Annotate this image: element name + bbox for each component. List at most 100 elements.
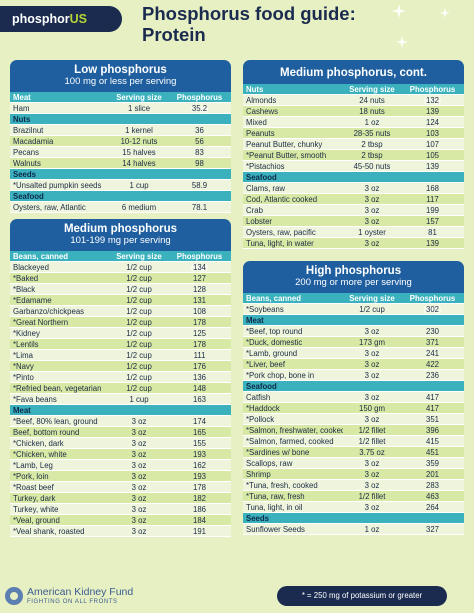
phosphorus-mg: 178 [192, 318, 206, 327]
table-row: Catfish 3 oz 417 [243, 392, 464, 403]
food-name: *Tuna, fresh, cooked [246, 481, 318, 490]
food-name: *Fava beans [13, 395, 57, 404]
serving-size: 14 halves [122, 159, 156, 168]
table-row: Turkey, dark 3 oz 182 [10, 493, 231, 504]
table-row: Beef, bottom round 3 oz 165 [10, 427, 231, 438]
title-line-2: Protein [142, 24, 206, 45]
food-name: *Lamb, Leg [13, 461, 53, 470]
food-name: *Veal shank, roasted [13, 527, 85, 536]
serving-size: 150 gm [358, 404, 385, 413]
column-header-row: Beans, canned Serving size Phosphorus (mg) [243, 293, 464, 314]
column-header: Phosphorus (mg) [176, 252, 223, 272]
serving-size: 1/2 fillet [358, 426, 386, 435]
table-row: *Navy 1/2 cup 176 [10, 361, 231, 372]
food-name: Oysters, raw, Atlantic [13, 203, 86, 212]
serving-size: 173 gm [358, 338, 385, 347]
table-row: *Lima 1/2 cup 111 [10, 350, 231, 361]
food-name: *Haddock [246, 404, 280, 413]
phosphorus-mg: 127 [192, 274, 206, 283]
food-name: *Lamb, ground [246, 349, 298, 358]
serving-size: 3 oz [364, 459, 380, 468]
column-header-row: Beans, canned Serving size Phosphorus (mg) [10, 251, 231, 272]
serving-size: 3 oz [364, 349, 380, 358]
serving-size: 3 oz [131, 472, 147, 481]
phosphorus-table: Medium phosphorus, cont. Nuts Serving size… [243, 60, 464, 249]
food-name: Blackeyed [13, 263, 49, 272]
table-row: Clams, raw 3 oz 168 [243, 183, 464, 194]
serving-size: 3 oz [131, 516, 147, 525]
serving-size: 1/2 fillet [358, 492, 386, 501]
org-name: American Kidney Fund [27, 586, 134, 598]
serving-size: 3 oz [364, 415, 380, 424]
food-name: Mixed [246, 118, 267, 127]
phosphorus-mg: 162 [192, 461, 206, 470]
serving-size: 1 cup [129, 395, 149, 404]
phosphorus-mg: 178 [192, 340, 206, 349]
serving-size: 1 kernel [125, 126, 153, 135]
serving-size: 3 oz [364, 239, 380, 248]
food-name: *Pork chop, bone in [246, 371, 315, 380]
table-row: Cashews 18 nuts 139 [243, 106, 464, 117]
column-header: Beans, canned [246, 294, 302, 303]
phosphorus-mg: 125 [192, 329, 206, 338]
akf-logo: American Kidney Fund FIGHTING ON ALL FRO… [5, 585, 145, 611]
phosphorus-mg: 168 [425, 184, 439, 193]
phosphorus-mg: 83 [195, 148, 204, 157]
page-header: phosphorUS Phosphorus food guide: Protei… [0, 0, 474, 56]
table-title: Medium phosphorus, cont. [280, 67, 427, 79]
serving-size: 1/2 cup [126, 351, 152, 360]
table-title: High phosphorus [305, 265, 402, 277]
row-group: *Beef, 80% lean, ground 3 oz 174 Beef, bott… [10, 416, 231, 537]
food-name: Turkey, dark [13, 494, 56, 503]
phosphorus-mg: 78.1 [191, 203, 208, 212]
column-header: Nuts [246, 85, 264, 94]
row-group: Clams, raw 3 oz 168 Cod, Atlantic cooked 3 o… [243, 183, 464, 249]
serving-size: 1 cup [129, 181, 149, 190]
serving-size: 1/2 cup [126, 296, 152, 305]
serving-size: 3 oz [364, 503, 380, 512]
serving-size: 3 oz [131, 439, 147, 448]
serving-size: 15 halves [122, 148, 156, 157]
serving-size: 3 oz [131, 428, 147, 437]
serving-size: 3 oz [364, 470, 380, 479]
akf-logo-icon [5, 587, 23, 605]
table-row: Macadamia 10-12 nuts 56 [10, 136, 231, 147]
phosphorus-mg: 128 [192, 285, 206, 294]
food-name: Cod, Atlantic cooked [246, 195, 318, 204]
food-name: Almonds [246, 96, 277, 105]
table-row: Crab 3 oz 199 [243, 205, 464, 216]
table-banner: Medium phosphorus 101-199 mg per serving [10, 219, 231, 251]
table-row: *Edamame 1/2 cup 131 [10, 295, 231, 306]
table-title: Low phosphorus [74, 64, 167, 76]
phosphorus-mg: 176 [192, 362, 206, 371]
phosphorus-mg: 236 [425, 371, 439, 380]
serving-size: 10-12 nuts [120, 137, 158, 146]
serving-size: 1/2 cup [126, 274, 152, 283]
table-row: Turkey, white 3 oz 186 [10, 504, 231, 515]
serving-size: 1/2 cup [126, 373, 152, 382]
food-name: *Salmon, farmed, cooked [246, 437, 334, 446]
serving-size: 3 oz [364, 481, 380, 490]
table-row: *Veal shank, roasted 3 oz 191 [10, 526, 231, 537]
table-row: Lobster 3 oz 157 [243, 216, 464, 227]
food-name: *Unsalted pumpkin seeds [13, 181, 102, 190]
table-row: *Pistachios 45-50 nuts 139 [243, 161, 464, 172]
phosphorus-mg: 139 [425, 239, 439, 248]
row-group: Almonds 24 nuts 132 Cashews 18 nuts 139 Mixed 1… [243, 95, 464, 172]
serving-size: 1/2 cup [126, 307, 152, 316]
phosphorus-mg: 415 [425, 437, 439, 446]
food-name: *Pollock [246, 415, 275, 424]
food-name: Crab [246, 206, 263, 215]
food-name: *Sardines w/ bone [246, 448, 310, 457]
phosphorus-mg: 199 [425, 206, 439, 215]
table-row: *Roast beef 3 oz 178 [10, 482, 231, 493]
serving-size: 3 oz [131, 527, 147, 536]
phosphorus-mg: 107 [425, 140, 439, 149]
serving-size: 1 oz [364, 118, 380, 127]
serving-size: 3.75 oz [359, 448, 385, 457]
table-row: Tuna, light, in oil 3 oz 264 [243, 502, 464, 513]
serving-size: 3 oz [131, 505, 147, 514]
table-row: *Duck, domestic 173 gm 371 [243, 337, 464, 348]
phosphorus-mg: 264 [425, 503, 439, 512]
left-column: Low phosphorus 100 mg or less per serving… [10, 60, 231, 537]
